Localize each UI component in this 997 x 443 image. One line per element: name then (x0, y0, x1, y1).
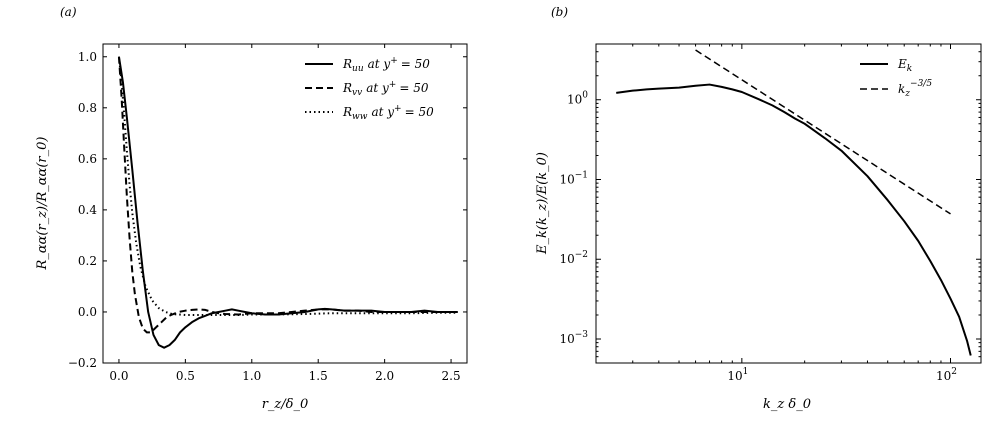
chart-a-xtick-label: 0.0 (109, 369, 128, 383)
chart-a-series (117, 56, 458, 349)
panel-label-a: (a) (60, 5, 77, 19)
chart-a-xtick-label: 2.5 (442, 369, 461, 383)
chart-a-ylabel: R_αα(r_z)/R_αα(r_0) (35, 137, 50, 271)
chart-b-legend: Ek kz−3/5 (860, 57, 932, 99)
chart-b-frame (595, 43, 982, 364)
chart-a-ticks: 0.0 0.5 1.0 1.5 2.0 2.5 −0.2 0.0 0.2 0.4 0.6 0.8 1.0 (68, 44, 467, 383)
chart-b-xtick-label: 102 (936, 367, 957, 383)
chart-a-series-2 (117, 56, 458, 334)
chart-a-series-3 (117, 56, 458, 317)
legend-b-label-ek: Ek (897, 57, 912, 74)
chart-a-ytick-label: 0.2 (78, 254, 97, 268)
chart-b-ytick-label: 10−1 (559, 170, 588, 186)
legend-b-label-kz: kz−3/5 (898, 79, 932, 99)
chart-b-series (616, 49, 972, 356)
chart-a-ytick-label: −0.2 (68, 356, 97, 370)
chart-a-xtick-label: 1.5 (309, 369, 328, 383)
panel-label-b: (b) (551, 5, 568, 19)
chart-a-ytick-label: 0.8 (78, 101, 97, 115)
chart-b-ytick-label: 10−2 (559, 250, 588, 266)
chart-b-ticks: 101 102 10−3 10−2 10−1 100 (559, 43, 981, 383)
chart-a: 0.0 0.5 1.0 1.5 2.0 2.5 −0.2 0.0 0.2 0.4 0.6 0.8 1.0… (35, 43, 468, 412)
chart-b-ylabel: E_k(k_z)/E(k_0) (535, 152, 550, 255)
chart-a-ytick-label: 0.4 (78, 203, 97, 217)
chart-a-frame (102, 43, 468, 364)
legend-a-label-ww: Rww at y+ = 50 (342, 104, 434, 122)
chart-b-series-1 (616, 83, 972, 356)
legend-a-label-uu: Ruu at y+ = 50 (342, 56, 430, 74)
chart-a-xtick-label: 0.5 (176, 369, 195, 383)
chart-b-xtick-label: 101 (727, 367, 748, 383)
chart-a-ytick-label: 0.0 (78, 305, 97, 319)
chart-a-xtick-label: 1.0 (242, 369, 261, 383)
chart-b-xlabel: k_z δ_0 (763, 397, 811, 412)
legend-a-label-vv: Rvv at y+ = 50 (342, 80, 429, 98)
chart-a-xtick-label: 2.0 (375, 369, 394, 383)
chart-b-ytick-label: 10−3 (559, 330, 588, 346)
chart-a-ytick-label: 0.6 (78, 152, 97, 166)
chart-a-legend: Ruu at y+ = 50 Rvv at y+ = 50 Rww at y+ = 50 (305, 56, 434, 122)
chart-a-ytick-label: 1.0 (78, 50, 97, 64)
chart-b-series-2 (695, 49, 951, 215)
chart-b-ytick-label: 100 (567, 91, 588, 107)
chart-a-series-1 (117, 56, 458, 349)
chart-a-xlabel: r_z/δ_0 (262, 397, 309, 412)
